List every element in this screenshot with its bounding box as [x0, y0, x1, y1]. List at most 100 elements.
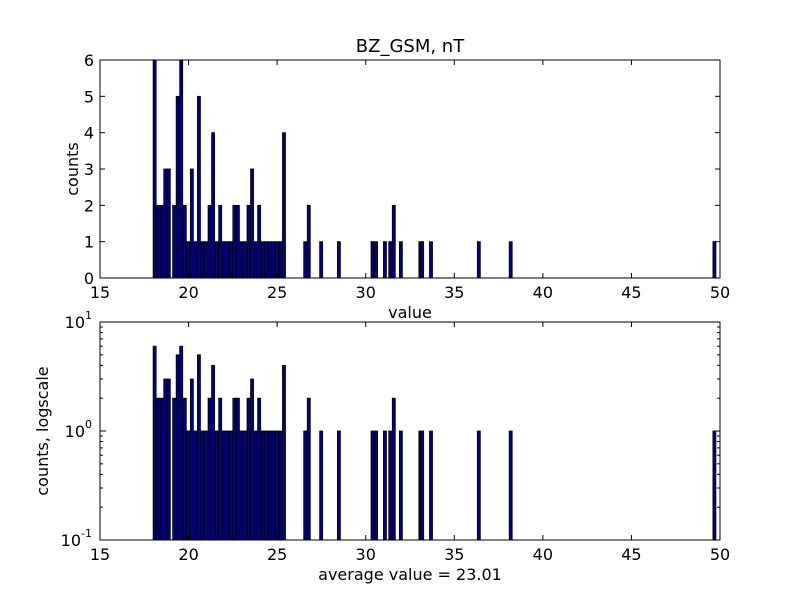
histogram-bar — [278, 430, 283, 541]
histogram-bar — [218, 397, 223, 541]
histogram-bar — [246, 204, 251, 279]
histogram-bar — [228, 430, 233, 541]
x-tick-label: 50 — [710, 283, 730, 302]
histogram-bar — [232, 204, 237, 279]
histogram-bar — [235, 397, 240, 541]
histogram-bar — [200, 430, 205, 541]
x-tick-label: 25 — [267, 283, 287, 302]
histogram-bar — [336, 430, 341, 541]
histogram-bar — [221, 241, 226, 279]
histogram-bar — [282, 132, 286, 279]
histogram-bar — [374, 241, 378, 279]
y-tick-label: 100 — [65, 418, 92, 441]
x-axis-label-bottom: average value = 23.01 — [318, 565, 502, 584]
histogram-bar — [214, 241, 219, 279]
histogram-bar — [257, 397, 262, 541]
histogram-bar — [166, 378, 171, 541]
histogram-bar — [200, 241, 205, 279]
histogram-bar — [271, 241, 276, 279]
histogram-bar — [166, 168, 171, 279]
histogram-bar — [271, 430, 276, 541]
histogram-bar — [306, 397, 311, 541]
histogram-bar — [193, 430, 198, 541]
histogram-bar — [267, 430, 272, 541]
y-tick-label: 5 — [84, 87, 94, 106]
histogram-bar — [189, 168, 194, 279]
histogram-bar — [156, 204, 161, 279]
histogram-bar — [336, 241, 341, 279]
histogram-bar — [211, 132, 216, 279]
histogram-bar — [278, 241, 283, 279]
histogram-bar — [429, 241, 433, 279]
histogram-bar — [207, 204, 212, 279]
histogram-bar — [476, 430, 481, 541]
histogram-bar — [156, 397, 161, 541]
histogram-bar — [264, 430, 269, 541]
histogram-linear-frame — [99, 59, 721, 279]
histogram-bar — [264, 241, 269, 279]
histogram-bar — [388, 430, 393, 541]
histogram-log-axes: 15 20 25 30 35 40 45 50 10-1 100 101 average value… — [33, 309, 730, 584]
histogram-bar — [429, 430, 433, 541]
histogram-bar — [420, 241, 425, 279]
histogram-bar — [211, 364, 216, 541]
histogram-bar — [282, 364, 286, 541]
histogram-bar — [152, 59, 157, 279]
histogram-bar — [175, 354, 180, 541]
histogram-bar — [189, 378, 194, 541]
histogram-bar — [197, 95, 201, 279]
x-tick-label: 15 — [90, 283, 110, 302]
x-tick-label: 20 — [178, 283, 198, 302]
x-tick-label: 50 — [710, 545, 730, 564]
histogram-bar — [398, 430, 403, 541]
histogram-bar — [319, 430, 324, 541]
histogram-bar — [186, 430, 191, 541]
histogram-bar — [172, 204, 177, 279]
histogram-bar — [319, 241, 324, 279]
x-tick-label: 30 — [356, 283, 376, 302]
y-tick-label: 0 — [84, 269, 94, 288]
histogram-bar — [267, 241, 272, 279]
histogram-bar — [182, 204, 187, 279]
y-tick-label: 1 — [84, 233, 94, 252]
histogram-bar — [508, 430, 513, 541]
histogram-bar — [712, 430, 717, 541]
histogram-bar — [508, 241, 513, 279]
histogram-bar — [398, 241, 403, 279]
histogram-bar — [253, 241, 258, 279]
histogram-bar — [370, 430, 375, 541]
histogram-bar — [163, 168, 168, 279]
histogram-bar — [228, 241, 233, 279]
histogram-bar — [243, 241, 247, 279]
histogram-bar — [179, 59, 184, 279]
histogram-bar — [260, 241, 265, 279]
histogram-bar — [383, 241, 387, 279]
x-tick-label: 20 — [178, 545, 198, 564]
histogram-bar — [260, 430, 265, 541]
histogram-bar — [186, 241, 191, 279]
histogram-bar — [274, 241, 279, 279]
y-tick-label: 10-1 — [61, 527, 92, 550]
histogram-bar — [207, 397, 212, 541]
x-axis-label-top: value — [388, 303, 432, 322]
x-tick-label: 40 — [533, 283, 553, 302]
histogram-bar — [163, 378, 168, 541]
histogram-bar — [204, 241, 208, 279]
histogram-bar — [193, 241, 198, 279]
histogram-bar — [159, 204, 164, 279]
histogram-bar — [172, 397, 177, 541]
histogram-log-bars — [152, 345, 717, 541]
histogram-bar — [391, 204, 396, 279]
histogram-bar — [391, 397, 396, 541]
histogram-bar — [235, 204, 240, 279]
histogram-bar — [182, 397, 187, 541]
histogram-bar — [159, 397, 164, 541]
histogram-bar — [250, 378, 254, 541]
histogram-bar — [225, 430, 230, 541]
histogram-log-ticks: 15 20 25 30 35 40 45 50 10-1 100 101 — [61, 309, 731, 564]
histogram-bar — [476, 241, 481, 279]
y-tick-label: 6 — [84, 51, 94, 70]
histogram-bar — [420, 430, 425, 541]
histogram-bar — [243, 430, 247, 541]
histogram-bar — [239, 241, 244, 279]
